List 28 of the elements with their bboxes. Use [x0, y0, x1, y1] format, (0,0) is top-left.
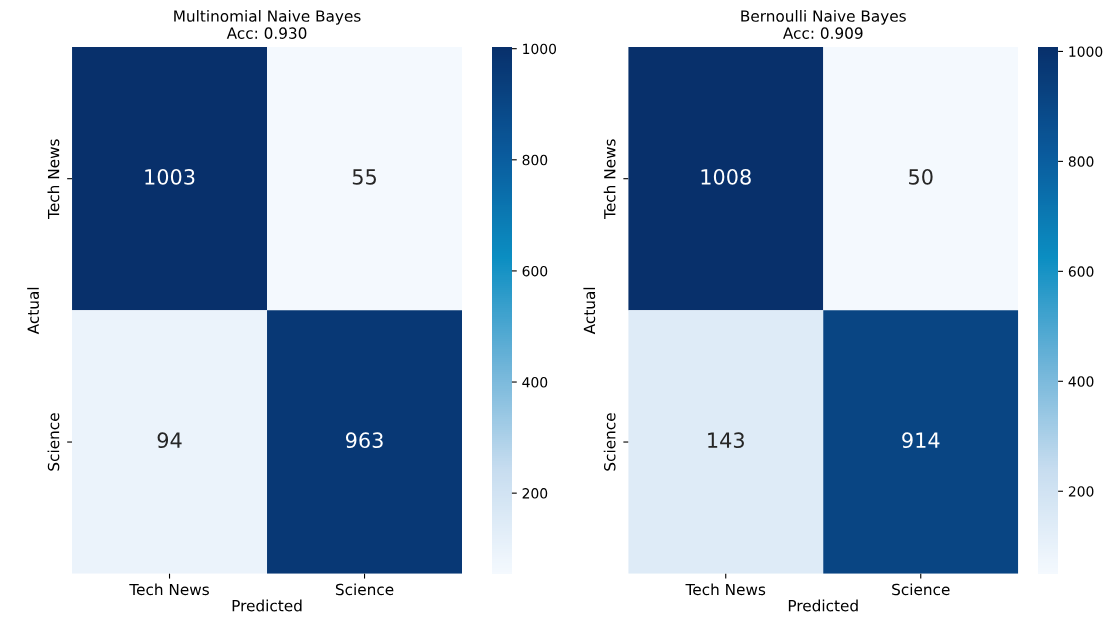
y-axis-title: Actual: [27, 287, 39, 335]
x-tick-label: Science: [335, 583, 394, 596]
x-axis-title: Predicted: [788, 599, 858, 612]
data-label: 1003: [145, 168, 195, 185]
color-bar-label: 600: [1068, 266, 1094, 277]
color-bar-label: 200: [522, 488, 548, 499]
data-label: 914: [902, 432, 940, 449]
chart-title: Bernoulli Naive Bayes Acc: 0.909: [741, 9, 906, 39]
color-bar-label: 1000: [1069, 46, 1103, 57]
x-tick-label: Tech News: [685, 583, 766, 596]
x-tick-label: Science: [892, 583, 950, 596]
color-bar-label: 800: [522, 154, 548, 166]
data-label: 1008: [701, 168, 751, 185]
x-axis-title: Predicted: [232, 599, 302, 612]
color-bar-label: 400: [1068, 376, 1094, 387]
data-label: 963: [345, 432, 383, 449]
color-bar-label: 400: [522, 377, 548, 388]
data-label: 94: [157, 432, 182, 449]
color-bar-label: 800: [1068, 156, 1094, 167]
data-label: 55: [352, 169, 376, 185]
y-axis-title: Actual: [583, 287, 596, 335]
color-bar-label: 1000: [523, 43, 557, 55]
data-label: 143: [708, 432, 744, 449]
x-tick-label: Tech News: [129, 583, 209, 596]
chart-title: Multinomial Naive Bayes Acc: 0.930: [174, 9, 361, 39]
color-bar-label: 200: [1068, 486, 1094, 497]
data-label: 50: [909, 168, 933, 185]
color-bar-label: 600: [522, 265, 548, 277]
